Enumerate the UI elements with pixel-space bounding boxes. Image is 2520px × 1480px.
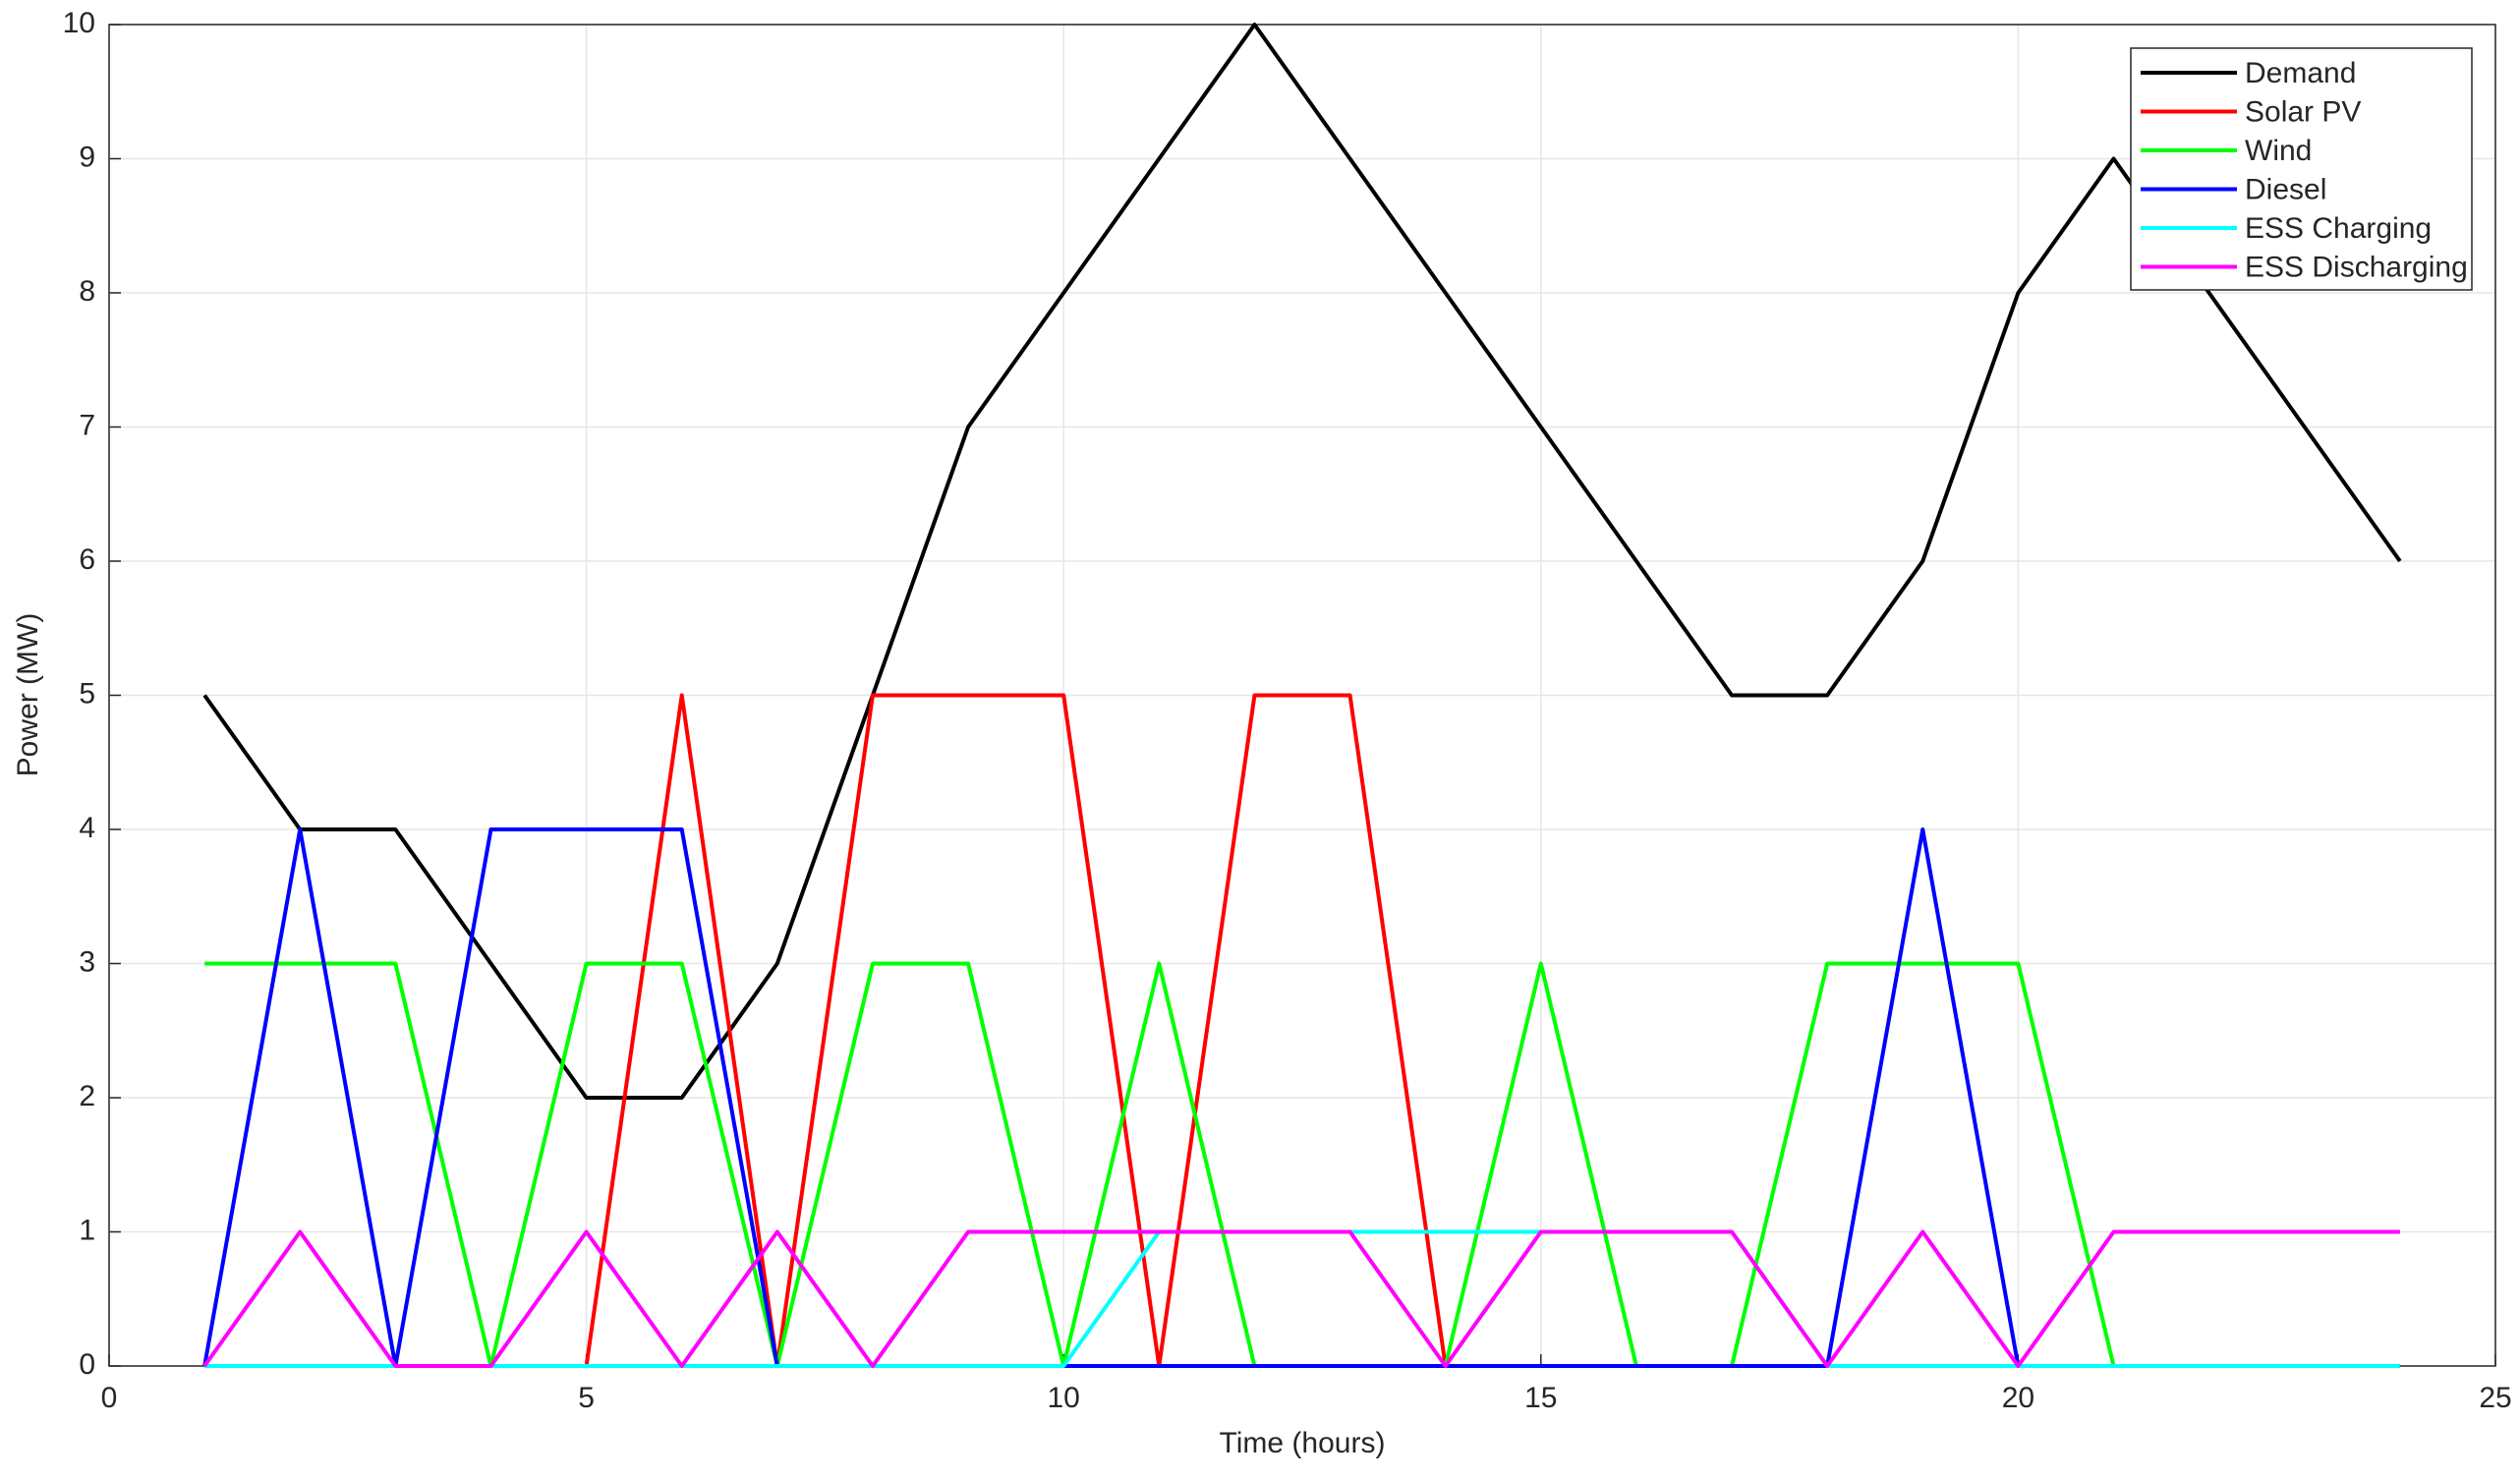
y-axis-label: Power (MW) <box>12 613 44 777</box>
legend-box <box>2130 47 2473 291</box>
series-line <box>204 1229 2400 1368</box>
y-tick-label: 1 <box>79 1214 95 1246</box>
x-tick-label: 5 <box>578 1382 595 1414</box>
legend-label: Diesel <box>2245 173 2326 205</box>
x-tick-label: 25 <box>2479 1382 2511 1414</box>
y-tick-label: 3 <box>79 945 95 978</box>
series-line <box>204 693 2400 1368</box>
legend-label: ESS Charging <box>2245 212 2432 245</box>
legend-label: Demand <box>2245 57 2356 89</box>
x-tick-label: 20 <box>2002 1382 2034 1414</box>
legend-label: Wind <box>2245 135 2312 167</box>
x-tick-label: 10 <box>1048 1382 1080 1414</box>
y-tick-label: 7 <box>79 409 95 441</box>
y-tick-label: 2 <box>79 1080 95 1112</box>
y-tick-label: 4 <box>79 812 95 844</box>
x-axis-label: Time (hours) <box>1220 1427 1386 1459</box>
y-tick-label: 6 <box>79 543 95 576</box>
x-tick-label: 15 <box>1524 1382 1557 1414</box>
x-tick-label: 0 <box>101 1382 118 1414</box>
y-tick-label: 9 <box>79 141 95 173</box>
series-line <box>202 1229 2400 1368</box>
y-tick-label: 5 <box>79 677 95 710</box>
legend-label: ESS Discharging <box>2245 251 2468 283</box>
series-line <box>202 23 2402 1100</box>
y-tick-label: 8 <box>79 275 95 308</box>
y-tick-label: 0 <box>79 1348 95 1381</box>
y-tick-label: 10 <box>63 7 95 39</box>
legend-label: Solar PV <box>2245 95 2361 128</box>
